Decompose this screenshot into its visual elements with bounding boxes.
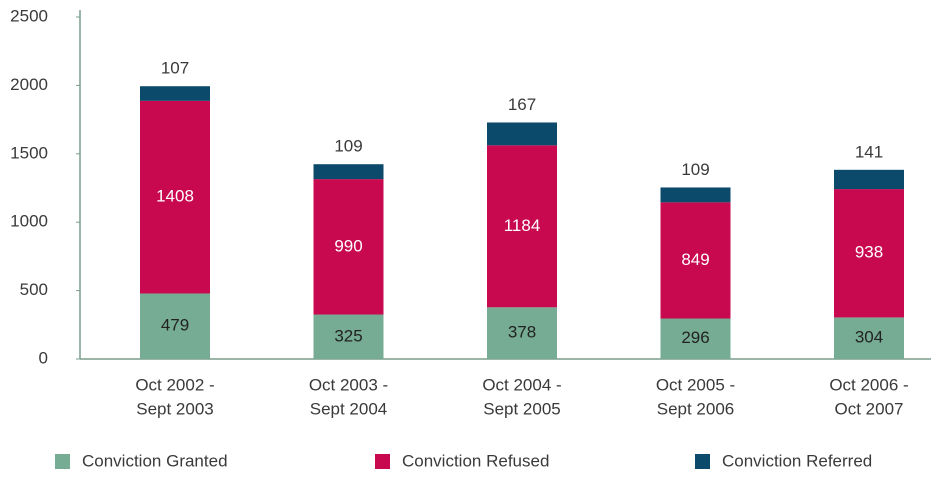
bar-segment [313, 179, 384, 315]
y-tick-label: 2500 [10, 6, 48, 25]
y-tick-label: 1000 [10, 212, 48, 231]
bar-segment [313, 164, 384, 180]
data-label: 849 [681, 250, 709, 269]
y-tick-label: 500 [20, 280, 48, 299]
data-label: 109 [681, 160, 709, 179]
bar-segment [487, 122, 557, 146]
x-tick-label: Oct 2006 - [829, 375, 908, 394]
data-label: 296 [681, 328, 709, 347]
bar-segment [487, 307, 557, 359]
data-label: 378 [508, 323, 536, 342]
bar-segment [140, 100, 210, 294]
y-tick-label: 2000 [10, 75, 48, 94]
x-tick-label: Oct 2007 [835, 399, 904, 418]
data-label: 107 [161, 59, 189, 78]
bar-segment [140, 293, 210, 359]
legend-swatch [375, 454, 390, 469]
legend-label: Conviction Refused [402, 451, 549, 470]
bar-segment [660, 318, 731, 359]
bar-segment [834, 189, 904, 318]
data-label: 1184 [504, 216, 541, 235]
data-label: 1408 [156, 187, 194, 206]
bar-segment [313, 314, 384, 359]
x-tick-label: Oct 2004 - [482, 375, 561, 394]
data-label: 141 [855, 142, 883, 161]
y-tick-label: 1500 [10, 143, 48, 162]
x-tick-label: Sept 2005 [483, 399, 561, 418]
data-label: 479 [161, 316, 189, 335]
data-label: 167 [508, 95, 536, 114]
x-tick-label: Oct 2005 - [656, 375, 735, 394]
y-tick-label: 0 [39, 348, 48, 367]
data-label: 938 [855, 243, 883, 262]
bar-segment [834, 169, 904, 190]
data-label: 325 [334, 326, 362, 345]
legend-label: Conviction Granted [82, 451, 228, 470]
bar-segment [660, 187, 731, 203]
bar-segment [834, 317, 904, 359]
bar-segment [660, 202, 731, 319]
bar-segment [140, 86, 210, 101]
legend-swatch [55, 454, 70, 469]
legend-label: Conviction Referred [722, 451, 872, 470]
data-label: 109 [334, 137, 362, 156]
x-tick-label: Sept 2006 [657, 399, 735, 418]
bar-segment [487, 145, 557, 308]
data-label: 304 [855, 328, 883, 347]
x-tick-label: Sept 2004 [310, 399, 388, 418]
legend-swatch [695, 454, 710, 469]
x-tick-label: Oct 2002 - [135, 375, 214, 394]
data-label: 990 [334, 236, 362, 255]
x-tick-label: Sept 2003 [136, 399, 214, 418]
x-tick-label: Oct 2003 - [309, 375, 388, 394]
